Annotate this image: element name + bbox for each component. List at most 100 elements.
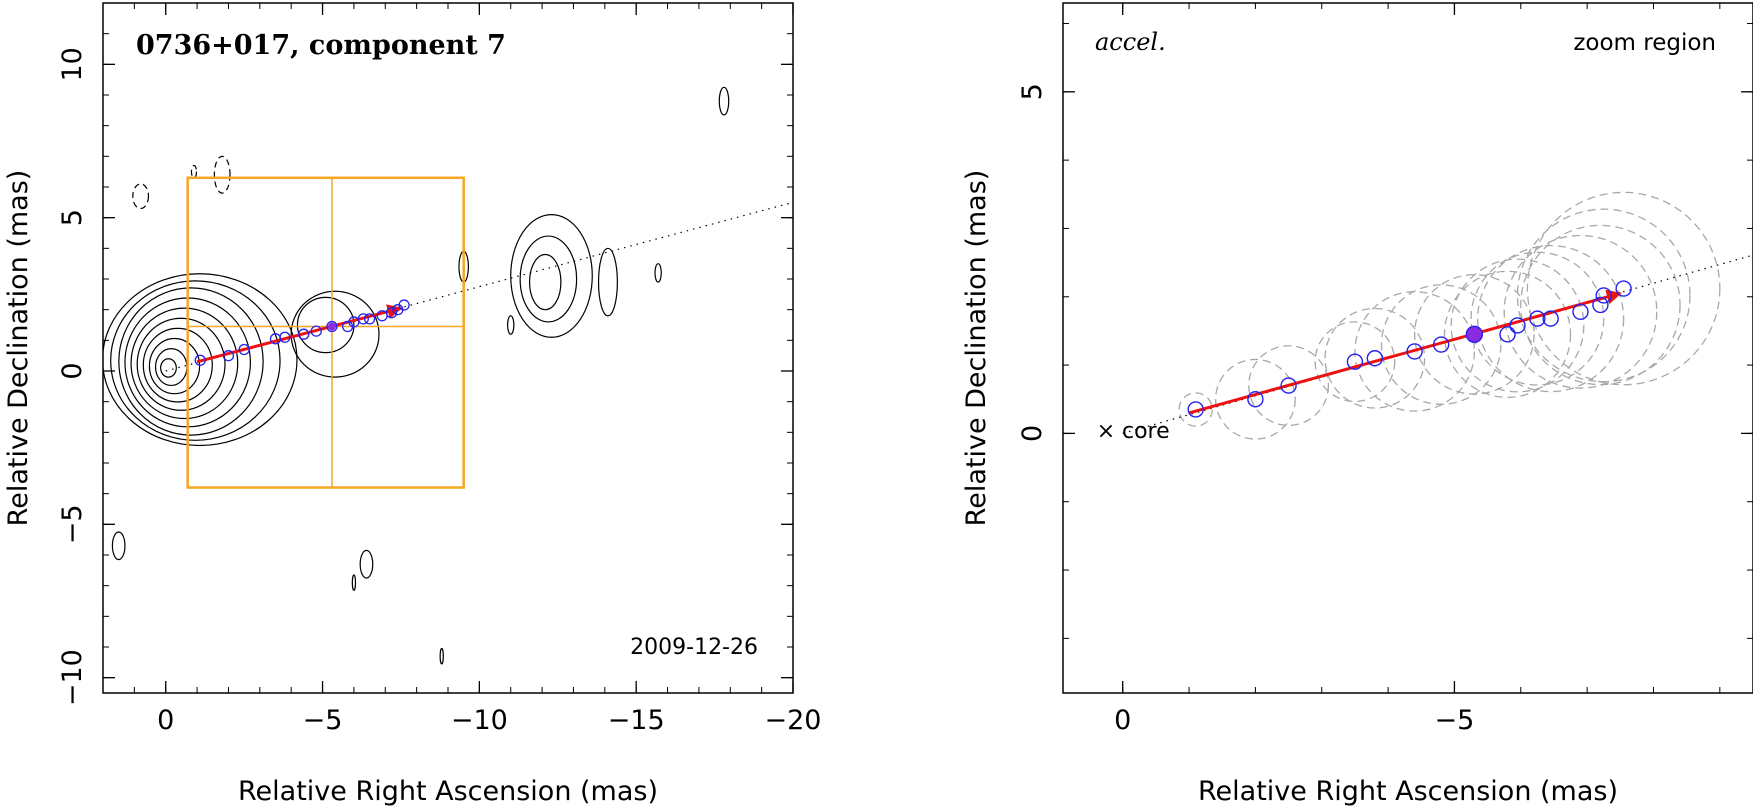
uncertainty-circle	[1450, 258, 1585, 393]
overlay-right	[1122, 191, 1753, 440]
epoch-position-point	[357, 313, 369, 325]
left-x-tick-label: −15	[608, 705, 665, 736]
jet-contour	[597, 247, 618, 317]
epoch-position-point	[1366, 350, 1384, 367]
left-y-tick-label: 10	[57, 47, 88, 81]
left-y-tick-label: −10	[57, 649, 88, 706]
uncertainty-circle	[1526, 191, 1721, 386]
uncertainty-circle	[1516, 208, 1691, 383]
right-y-tick-label: 0	[1017, 425, 1048, 442]
epoch-position-point	[194, 354, 206, 366]
jet-contour	[506, 315, 515, 335]
jet-contour	[132, 183, 150, 210]
right-x-tick-label: −5	[1435, 705, 1475, 736]
uncertainty-circle	[1324, 307, 1426, 409]
epoch-position-point	[1499, 326, 1516, 343]
left-y-tick-label: −5	[57, 504, 88, 544]
epoch-position-point	[326, 320, 338, 333]
epoch-position-point	[1542, 310, 1559, 327]
chart-title: 0736+017, component 7	[136, 30, 506, 61]
core-marker-icon: ×	[1097, 419, 1115, 444]
epoch-position-point	[1280, 377, 1297, 394]
accel-label: accel.	[1095, 28, 1166, 56]
left-x-tick-label: 0	[157, 705, 174, 736]
epoch-position-point	[222, 350, 235, 362]
left-x-tick-label: −10	[451, 705, 508, 736]
uncertainty-circle	[1520, 224, 1681, 386]
epoch-position-point	[1406, 343, 1423, 360]
y-axis-title-left: Relative Declination (mas)	[3, 170, 34, 527]
jet-contour	[351, 574, 357, 591]
jet-contour	[296, 296, 355, 354]
uncertainty-circle	[1477, 244, 1625, 393]
jet-contour	[528, 253, 562, 311]
jet-contour	[439, 647, 444, 665]
epoch-position-point	[1509, 317, 1526, 334]
jet-contour	[359, 549, 374, 579]
right-panel: 0 −5 0 5 accel. zoom region × core Relative…	[961, 2, 1753, 807]
epoch-position-point	[298, 328, 310, 340]
epoch-position-point	[1592, 296, 1609, 314]
core-contour	[103, 273, 298, 447]
uncertainty-circle	[1314, 321, 1396, 403]
left-y-tick-label: 5	[57, 209, 88, 226]
epoch-position-point	[1187, 401, 1204, 418]
axis-ticks-left: 0 −5 −10 −15 −20 −10 −5 0 5 10	[57, 2, 822, 736]
uncertainty-circle	[1214, 358, 1296, 440]
core-contour	[136, 317, 226, 411]
motion-vector-arrow	[1188, 289, 1622, 415]
left-x-tick-label: −20	[765, 705, 822, 736]
core-contour	[142, 327, 213, 403]
epoch-position-point	[1432, 336, 1450, 353]
epoch-position-point	[1572, 303, 1589, 320]
plot-frame-right	[1062, 2, 1753, 694]
x-axis-title-left: Relative Right Ascension (mas)	[238, 776, 658, 807]
highlighted-epoch-point	[1465, 325, 1484, 344]
right-x-tick-label: 0	[1114, 705, 1131, 736]
epoch-position-point	[363, 313, 376, 325]
epoch-position-point	[1529, 310, 1546, 327]
core-label: core	[1122, 419, 1170, 444]
uncertainty-circle	[1178, 392, 1213, 427]
epoch-position-point	[1615, 280, 1632, 297]
jet-contour	[111, 531, 126, 561]
core-contour	[110, 280, 281, 441]
epoch-position-point	[398, 299, 410, 311]
axis-ticks-right: 0 −5 0 5	[1017, 3, 1753, 736]
epoch-position-point	[1247, 391, 1264, 408]
jet-contour	[510, 213, 593, 338]
overlay-left	[165, 176, 793, 489]
right-y-tick-label: 5	[1017, 83, 1048, 100]
plot-frame-left	[102, 2, 794, 694]
uncertainty-circle	[1470, 251, 1605, 386]
epoch-position-point	[385, 307, 398, 319]
highlighted-epoch-point	[327, 322, 336, 331]
epoch-position-point	[1346, 353, 1364, 370]
uncertainty-circle	[1248, 345, 1330, 427]
y-axis-title-right: Relative Declination (mas)	[961, 170, 992, 527]
epoch-position-point	[310, 325, 322, 337]
jet-contour	[290, 290, 380, 378]
jet-contour	[190, 164, 198, 179]
epoch-position-point	[279, 331, 291, 343]
uncertainty-circle	[1503, 234, 1658, 389]
uncertainty-circle	[1380, 284, 1502, 405]
zoom-region-label: zoom region	[1573, 30, 1716, 56]
jet-contour	[519, 235, 578, 323]
jet-contour	[718, 86, 730, 116]
epoch-position-point	[238, 343, 250, 356]
core-contour	[160, 358, 177, 378]
zoom-box	[186, 176, 465, 489]
x-axis-title-right: Relative Right Ascension (mas)	[1198, 776, 1618, 807]
epoch-position-point	[1595, 287, 1612, 304]
core-contour	[118, 287, 264, 436]
observation-date: 2009-12-26	[630, 635, 758, 660]
left-x-tick-label: −5	[303, 705, 343, 736]
core-contour	[148, 337, 201, 395]
jet-contour	[654, 263, 662, 283]
contour-map	[103, 86, 730, 665]
core-contour	[130, 307, 239, 420]
jet-contour	[213, 155, 231, 194]
left-y-tick-label: 0	[57, 362, 88, 379]
